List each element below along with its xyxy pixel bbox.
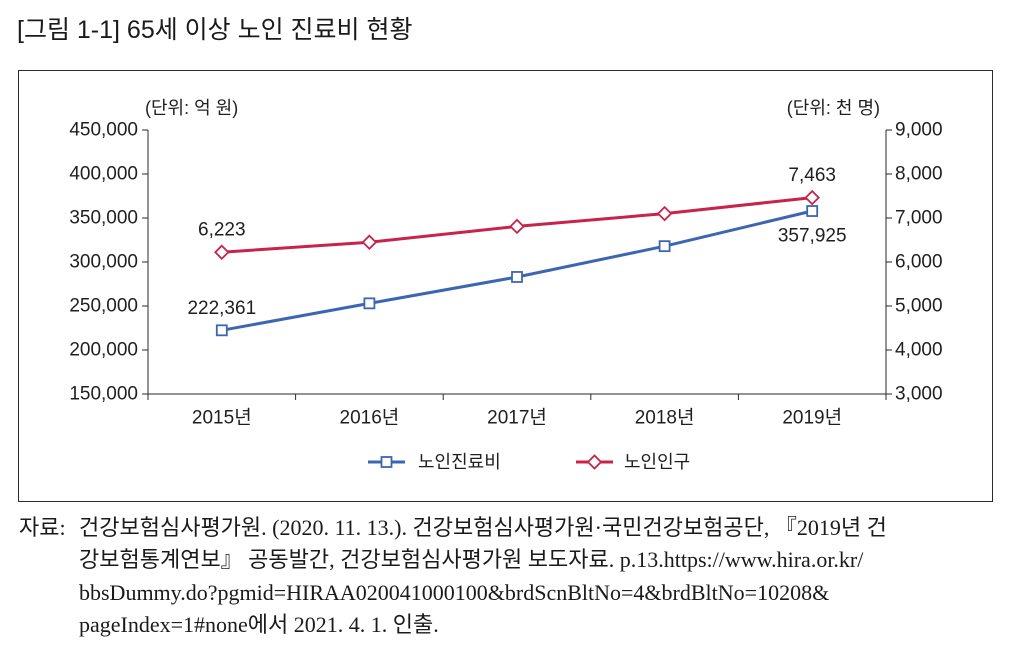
medical-cost-point-3 bbox=[511, 271, 523, 283]
right-axis-tick-label: 6,000 bbox=[895, 252, 943, 273]
dual-axis-line-chart: (단위: 억 원) (단위: 천 명) 150,000 200,000 250,00… bbox=[69, 98, 943, 472]
elderly-population-point-4 bbox=[656, 205, 673, 222]
x-axis-tick-label: 2015년 bbox=[192, 407, 252, 429]
x-axis-tick-label: 2016년 bbox=[340, 407, 400, 429]
medical-cost-point-4 bbox=[658, 240, 671, 253]
source-text: 건강보험심사평가원. (2020. 11. 13.). 건강보험심사평가원·국민… bbox=[79, 512, 1004, 641]
x-axis-tick-label: 2017년 bbox=[487, 407, 547, 429]
right-axis-tick-label: 5,000 bbox=[895, 296, 943, 317]
chart-frame: (단위: 억 원) (단위: 천 명) 150,000 200,000 250,00… bbox=[18, 70, 993, 502]
elderly-population-point-1 bbox=[214, 244, 230, 260]
right-axis-unit-label: (단위: 천 명) bbox=[787, 98, 880, 118]
data-labels: 6,223 7,463 222,361 357,925 bbox=[187, 165, 846, 319]
data-label: 357,925 bbox=[778, 226, 847, 247]
right-axis-tick-label: 9,000 bbox=[895, 120, 943, 141]
left-axis-tick-label: 450,000 bbox=[69, 120, 138, 141]
left-axis-tick-label: 150,000 bbox=[69, 384, 138, 405]
legend-item-elderly-population: 노인인구 bbox=[576, 452, 690, 472]
data-label: 222,361 bbox=[187, 298, 256, 319]
left-axis-tick-label: 250,000 bbox=[69, 296, 138, 317]
axes bbox=[147, 130, 887, 400]
data-label: 7,463 bbox=[788, 165, 836, 186]
right-axis-tick-label: 4,000 bbox=[895, 340, 943, 361]
legend-label-medical-cost: 노인진료비 bbox=[418, 452, 501, 472]
right-axis-tick-label: 7,000 bbox=[895, 208, 943, 229]
x-axis: 2015년 2016년 2017년 2018년 2019년 bbox=[192, 407, 842, 429]
right-axis-tick-label: 3,000 bbox=[895, 384, 943, 405]
source-line: 강보험통계연보』 공동발간, 건강보험심사평가원 보도자료. p.13.http… bbox=[79, 547, 864, 573]
source-line: 건강보험심사평가원. (2020. 11. 13.). 건강보험심사평가원·국민… bbox=[79, 515, 887, 540]
square-marker-icon bbox=[380, 456, 393, 468]
source-line: pageIndex=1#none에서 2021. 4. 1. 인출. bbox=[79, 611, 439, 637]
series-elderly-medical-cost bbox=[215, 205, 819, 337]
source-line: bbsDummy.do?pgmid=HIRAA020041000100&brdS… bbox=[79, 579, 830, 605]
x-axis-tick-label: 2019년 bbox=[782, 407, 842, 429]
series-elderly-population bbox=[214, 189, 820, 260]
right-axis-tick-label: 8,000 bbox=[895, 164, 943, 185]
source-label: 자료: bbox=[19, 515, 66, 540]
left-axis-tick-label: 200,000 bbox=[69, 340, 138, 361]
left-axis-unit-label: (단위: 억 원) bbox=[145, 98, 238, 118]
elderly-population-point-3 bbox=[509, 218, 525, 235]
left-axis-tick-label: 400,000 bbox=[69, 164, 138, 185]
data-label: 6,223 bbox=[198, 220, 246, 241]
legend-item-elderly-medical-cost: 노인진료비 bbox=[368, 452, 501, 472]
legend: 노인진료비 노인인구 bbox=[368, 452, 690, 472]
diamond-marker-icon bbox=[586, 454, 603, 470]
legend-label-elderly-population: 노인인구 bbox=[624, 452, 690, 472]
elderly-population-point-5 bbox=[804, 189, 820, 206]
left-axis-tick-label: 350,000 bbox=[69, 208, 138, 229]
medical-cost-point-1 bbox=[215, 324, 228, 337]
right-y-axis: 3,000 4,000 5,000 6,000 7,000 8,000 9,000 bbox=[886, 120, 943, 405]
left-y-axis: 150,000 200,000 250,000 300,000 350,000 400,0… bbox=[69, 120, 148, 405]
x-axis-tick-label: 2018년 bbox=[635, 407, 695, 429]
medical-cost-point-2 bbox=[363, 297, 376, 310]
left-axis-tick-label: 300,000 bbox=[69, 252, 138, 273]
elderly-population-point-2 bbox=[361, 234, 378, 250]
medical-cost-point-5 bbox=[806, 205, 819, 217]
source-note: 자료: 건강보험심사평가원. (2020. 11. 13.). 건강보험심사평가… bbox=[19, 512, 1004, 641]
figure-title: [그림 1-1] 65세 이상 노인 진료비 현황 bbox=[17, 16, 413, 44]
